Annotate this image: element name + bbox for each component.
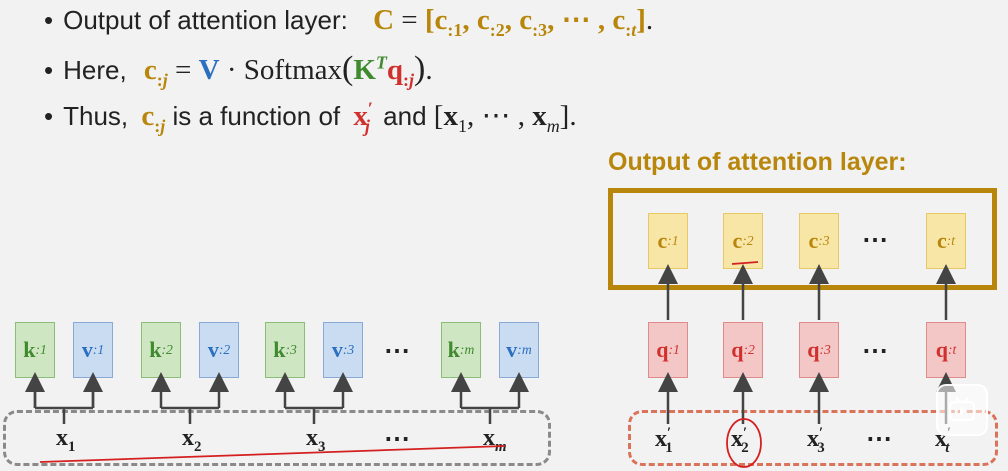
bullet-1: • Output of attention layer: C = [c:1, c:… (44, 4, 654, 40)
video-player-button[interactable] (936, 384, 988, 436)
formula-x-list: [x1, ⋯ , xm]. (433, 100, 577, 136)
k-cell-1: k:1 (15, 322, 55, 378)
xprime-label-2: x′2 (731, 425, 749, 456)
bullet-3-text-c: and (383, 101, 427, 131)
c-ellipsis: ⋯ (862, 225, 888, 254)
q-ellipsis: ⋯ (862, 336, 888, 365)
x-label-1: x1 (56, 425, 76, 455)
fork-arrow-3 (285, 406, 343, 424)
fork-arrow-m (461, 406, 519, 424)
q-cell-t: q:t (926, 322, 966, 378)
xprime-label-3: x′3 (807, 425, 825, 456)
q-cell-3: q:3 (799, 322, 839, 378)
annotation-underline-c2 (731, 261, 759, 265)
v-cell-2: v:2 (199, 322, 239, 378)
v-cell-3: v:3 (323, 322, 363, 378)
v-cell-m: v:m (499, 322, 539, 378)
bullet-3-text-b: is a function of (172, 101, 341, 131)
annotation-underline-x (39, 445, 506, 463)
output-panel-title: Output of attention layer: (608, 148, 907, 176)
bullet-3: • Thus, c:j is a function of x′j and [x1,… (44, 98, 577, 136)
fork-arrow-2 (161, 406, 219, 424)
bullet-2-text: Here, (63, 55, 127, 85)
c-cell-2: c:2 (723, 213, 763, 269)
q-cell-2: q:2 (723, 322, 763, 378)
c-cell-1: c:1 (648, 213, 688, 269)
play-icon (948, 397, 976, 422)
formula-cj: c:j (141, 100, 166, 136)
formula-softmax: c:j = V · Softmax(KTq:j). (143, 50, 433, 90)
c-cell-t: c:t (926, 213, 966, 269)
x-ellipsis: ⋯ (384, 424, 410, 453)
bullet-2: • Here, c:j = V · Softmax(KTq:j). (44, 50, 433, 90)
bullet-3-text-a: Thus, (63, 101, 129, 131)
q-cell-1: q:1 (648, 322, 688, 378)
k-cell-m: k:m (441, 322, 481, 378)
x-input-box (3, 410, 551, 466)
fork-arrow-1 (33, 384, 95, 424)
xprime-ellipsis: ⋯ (866, 424, 892, 453)
x-label-3: x3 (306, 425, 326, 455)
x-label-2: x2 (182, 425, 202, 455)
bullet-1-text: Output of attention layer: (63, 5, 348, 35)
annotation-circle-x2prime (726, 418, 762, 468)
k-cell-2: k:2 (141, 322, 181, 378)
formula-C: C = [c:1, c:2, c:3, ⋯ , c:t]. (373, 4, 654, 40)
xprime-label-1: x′1 (655, 425, 673, 456)
kv-ellipsis: ⋯ (384, 336, 410, 365)
xprime-input-box (628, 410, 998, 466)
formula-xj-prime: x′j (353, 98, 373, 136)
output-panel-frame (608, 188, 997, 290)
